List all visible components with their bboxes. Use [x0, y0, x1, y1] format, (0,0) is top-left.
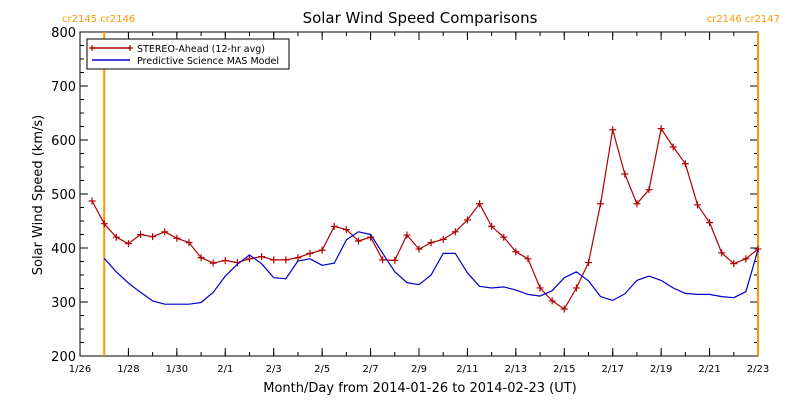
y-tick-label: 600 [51, 134, 76, 149]
x-tick-label: 2/3 [266, 364, 282, 375]
data-point [403, 231, 411, 239]
data-point [149, 233, 157, 241]
data-point [681, 160, 689, 168]
data-point [645, 186, 653, 194]
y-tick-label: 500 [51, 188, 76, 203]
data-point [585, 259, 592, 267]
x-tick-label: 2/7 [363, 364, 379, 375]
data-point [88, 197, 96, 205]
x-tick-label: 2/17 [601, 364, 623, 375]
data-point [379, 256, 387, 264]
mas-model-line [103, 231, 759, 305]
data-point [270, 256, 278, 264]
legend-entry: Predictive Science MAS Model [137, 56, 279, 67]
data-point [706, 219, 714, 227]
y-axis-label: Solar Wind Speed (km/s) [31, 115, 46, 275]
x-tick-label: 2/9 [411, 364, 427, 375]
carrington-label: cr2146 cr2147 [707, 14, 780, 25]
data-point [524, 255, 532, 263]
data-point [621, 170, 629, 178]
carrington-markers: cr2145 cr2146 cr2146 cr2147 [62, 14, 780, 356]
data-point [342, 226, 350, 234]
x-tick-label: 2/15 [553, 364, 575, 375]
data-point [463, 216, 471, 224]
data-point [209, 259, 217, 267]
data-point [633, 200, 641, 208]
data-point [221, 256, 229, 264]
x-tick-label: 2/5 [314, 364, 330, 375]
data-point [112, 233, 120, 241]
data-point [560, 305, 568, 313]
x-tick-label: 2/19 [650, 364, 672, 375]
y-tick-label: 300 [51, 296, 76, 311]
legend-marker [89, 45, 95, 51]
y-tick-label: 800 [51, 26, 76, 41]
data-point [124, 240, 132, 248]
data-point [306, 249, 314, 257]
x-tick-label: 2/13 [505, 364, 527, 375]
data-point [536, 284, 544, 292]
data-point [476, 200, 484, 208]
x-tick-label: 1/26 [69, 364, 91, 375]
x-axis-label: Month/Day from 2014-01-26 to 2014-02-23 … [263, 381, 576, 396]
stereo-ahead-line [91, 128, 759, 310]
data-point [718, 249, 726, 257]
data-point [197, 254, 205, 262]
data-point [500, 233, 508, 241]
y-tick-label: 400 [51, 242, 76, 257]
legend: STEREO-Ahead (12-hr avg)Predictive Scien… [86, 38, 290, 70]
x-tick-label: 1/28 [117, 364, 139, 375]
data-point [451, 228, 459, 236]
y-tick-label: 700 [51, 80, 76, 95]
data-point [246, 255, 253, 263]
data-point [427, 239, 435, 247]
data-point [185, 239, 193, 247]
series-layer [88, 125, 762, 313]
data-point [693, 201, 701, 209]
data-point [391, 256, 399, 264]
data-point [512, 248, 520, 256]
y-tick-label: 200 [51, 350, 76, 365]
data-point [100, 220, 108, 228]
data-point [354, 237, 362, 245]
data-point [597, 200, 605, 208]
x-tick-label: 2/11 [456, 364, 478, 375]
data-point [330, 222, 338, 230]
data-point [137, 231, 145, 238]
x-tick-label: 2/21 [698, 364, 720, 375]
data-point [415, 245, 423, 253]
data-point [548, 297, 556, 305]
data-point [609, 126, 617, 134]
data-point [318, 246, 326, 254]
legend-box [86, 38, 290, 70]
data-point [572, 284, 580, 292]
chart-title: Solar Wind Speed Comparisons [303, 9, 538, 27]
x-tick-label: 2/1 [217, 364, 233, 375]
data-point [488, 222, 496, 230]
legend-entry: STEREO-Ahead (12-hr avg) [137, 44, 265, 55]
data-point [439, 235, 447, 243]
data-point [730, 260, 738, 268]
data-point [742, 255, 750, 263]
x-tick-label: 2/23 [747, 364, 769, 375]
data-point [173, 234, 181, 242]
data-point [657, 125, 665, 133]
x-tick-label: 1/30 [166, 364, 188, 375]
data-point [669, 143, 677, 151]
data-point [258, 253, 266, 261]
data-point [282, 256, 290, 264]
carrington-label: cr2145 cr2146 [62, 14, 135, 25]
data-point [161, 228, 169, 236]
legend-marker [127, 45, 133, 51]
data-point [294, 254, 302, 262]
